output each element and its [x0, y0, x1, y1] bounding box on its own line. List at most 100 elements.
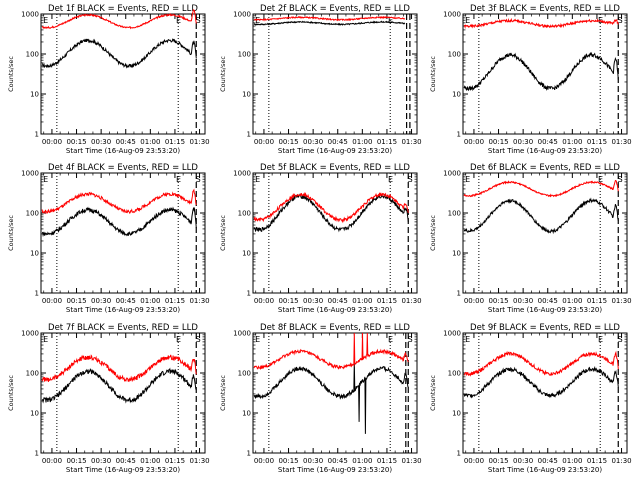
plot-frame — [462, 13, 628, 135]
x-tick-label: 01:00 — [562, 457, 582, 465]
panel-title: Det 9f BLACK = Events, RED = LLD — [470, 323, 620, 333]
event-marker-label: E — [388, 16, 393, 25]
event-marker-label: E — [465, 175, 470, 184]
event-marker-label: E — [43, 335, 48, 344]
event-marker-label: E — [43, 175, 48, 184]
panel-title: Det 1f BLACK = Events, RED = LLD — [48, 4, 198, 14]
x-tick-label: 00:45 — [116, 297, 136, 305]
y-axis-title: Counts/sec — [219, 375, 227, 411]
y-tick-label: 1000 — [443, 170, 461, 178]
x-tick-label: 00:30 — [513, 457, 533, 465]
panel-title: Det 4f BLACK = Events, RED = LLD — [48, 163, 198, 173]
panel-title: Det 2f BLACK = Events, RED = LLD — [260, 4, 410, 14]
series-line-lld — [253, 332, 409, 370]
event-marker-label: E — [465, 16, 470, 25]
x-tick-label: 00:00 — [464, 138, 484, 146]
event-marker-label: E — [465, 335, 470, 344]
y-tick-label: 1 — [457, 450, 461, 458]
plot-frame — [40, 13, 206, 135]
series-line-lld — [463, 350, 619, 377]
y-tick-label: 1 — [457, 290, 461, 298]
y-tick-label: 10 — [242, 91, 251, 99]
x-tick-label: 00:45 — [328, 297, 348, 305]
y-tick-label: 10 — [242, 250, 251, 258]
y-tick-label: 100 — [238, 51, 251, 59]
x-tick-label: 01:30 — [611, 457, 631, 465]
x-tick-label: 01:15 — [587, 457, 607, 465]
series-line-events — [42, 38, 197, 69]
y-tick-label: 100 — [26, 370, 39, 378]
y-axis-title: Counts/sec — [219, 56, 227, 92]
panel-title: Det 5f BLACK = Events, RED = LLD — [260, 163, 410, 173]
x-axis-title: Start Time (16-Aug-09 23:53:20) — [488, 147, 602, 155]
series-line-events — [463, 365, 619, 399]
x-tick-label: 00:45 — [116, 138, 136, 146]
event-marker-label: E — [255, 175, 260, 184]
y-tick-label: 10 — [30, 250, 39, 258]
y-tick-label: 100 — [448, 370, 461, 378]
x-tick-label: 01:30 — [189, 457, 209, 465]
panel-det-8: Det 8f BLACK = Events, RED = LLD 1 10 100 10… — [219, 323, 422, 474]
x-tick-label: 01:30 — [611, 297, 631, 305]
plot-frame — [252, 13, 418, 135]
plot-frame — [40, 332, 206, 454]
y-tick-label: 1 — [247, 131, 251, 139]
plot-frame — [462, 172, 628, 294]
x-tick-label: 01:30 — [401, 457, 421, 465]
x-tick-label: 00:00 — [42, 457, 62, 465]
plot-frame — [462, 332, 628, 454]
x-axis-title: Start Time (16-Aug-09 23:53:20) — [66, 466, 180, 474]
x-tick-label: 00:15 — [278, 457, 298, 465]
y-axis-title: Counts/sec — [219, 215, 227, 251]
y-axis-title: Counts/sec — [429, 56, 437, 92]
y-tick-label: 1000 — [233, 170, 251, 178]
panel-det-2: Det 2f BLACK = Events, RED = LLD 1 10 100 10… — [219, 4, 422, 155]
x-tick-label: 01:30 — [401, 297, 421, 305]
y-tick-label: 1 — [457, 131, 461, 139]
series-line-lld — [463, 17, 619, 30]
x-tick-label: 00:45 — [538, 297, 558, 305]
event-marker-label: E — [176, 335, 181, 344]
event-marker-label: S — [618, 175, 623, 184]
x-tick-label: 00:15 — [278, 297, 298, 305]
y-axis-title: Counts/sec — [7, 215, 15, 251]
x-tick-label: 00:30 — [513, 297, 533, 305]
series-line-events — [463, 197, 619, 235]
x-tick-label: 01:15 — [587, 138, 607, 146]
x-tick-label: 01:30 — [189, 297, 209, 305]
panel-title: Det 7f BLACK = Events, RED = LLD — [48, 323, 198, 333]
x-tick-label: 01:15 — [377, 138, 397, 146]
series-line-lld — [42, 9, 197, 30]
y-tick-label: 100 — [238, 210, 251, 218]
plot-frame — [252, 172, 418, 294]
x-axis-title: Start Time (16-Aug-09 23:53:20) — [278, 306, 392, 314]
y-tick-label: 1 — [247, 290, 251, 298]
event-marker-label: S — [408, 335, 413, 344]
y-tick-label: 100 — [26, 51, 39, 59]
series-line-lld — [253, 15, 406, 22]
x-tick-label: 00:15 — [488, 138, 508, 146]
x-tick-label: 00:30 — [91, 297, 111, 305]
event-marker-label: E — [388, 335, 393, 344]
x-tick-label: 00:00 — [254, 457, 274, 465]
x-tick-label: 01:15 — [165, 457, 185, 465]
event-marker-label: E — [598, 335, 603, 344]
x-axis-title: Start Time (16-Aug-09 23:53:20) — [278, 466, 392, 474]
x-tick-label: 01:15 — [165, 297, 185, 305]
y-tick-label: 10 — [452, 91, 461, 99]
series-line-events — [253, 20, 406, 27]
y-tick-label: 1000 — [21, 170, 39, 178]
x-tick-label: 01:00 — [562, 297, 582, 305]
x-axis-title: Start Time (16-Aug-09 23:53:20) — [66, 147, 180, 155]
x-tick-label: 00:15 — [66, 297, 86, 305]
y-tick-label: 10 — [242, 410, 251, 418]
panel-title: Det 8f BLACK = Events, RED = LLD — [260, 323, 410, 333]
y-tick-label: 1000 — [443, 11, 461, 19]
x-tick-label: 00:00 — [464, 297, 484, 305]
event-marker-label: E — [176, 16, 181, 25]
x-tick-label: 00:30 — [303, 138, 323, 146]
x-tick-label: 01:00 — [562, 138, 582, 146]
y-tick-label: 1 — [247, 450, 251, 458]
x-tick-label: 01:00 — [140, 138, 160, 146]
